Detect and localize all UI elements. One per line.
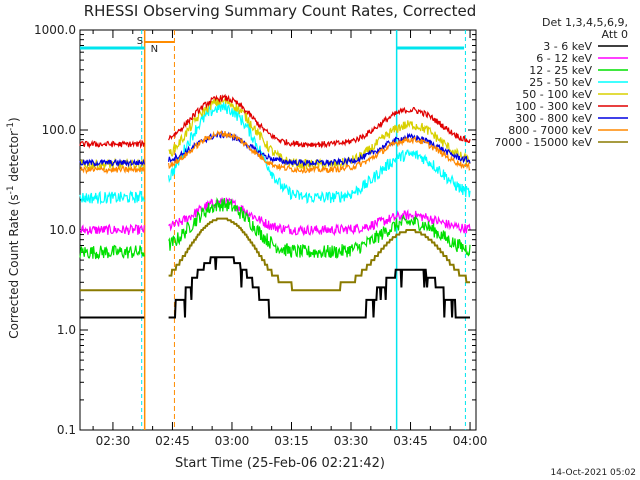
legend-label-2: 6 - 12 keV — [536, 52, 592, 65]
series-line-1 — [80, 256, 470, 319]
series-line-6 — [79, 93, 471, 149]
y-axis-label: Corrected Count Rate (s-1 detector-1) — [6, 117, 21, 338]
legend-header-line1: Det 1,3,4,5,6,9, — [542, 16, 628, 29]
y-tick-label: 1.0 — [57, 323, 76, 337]
series-line-8 — [79, 130, 471, 175]
legend-label-1: 3 - 6 keV — [543, 40, 592, 53]
night-marker: N — [151, 44, 158, 55]
series-line-4 — [79, 101, 471, 205]
legend-label-5: 50 - 100 keV — [522, 88, 592, 101]
y-tick-label: 1000.0 — [34, 23, 76, 37]
x-tick-label: 02:45 — [155, 434, 190, 448]
legend-label-4: 25 - 50 keV — [529, 76, 592, 89]
x-tick-label: 02:30 — [96, 434, 131, 448]
legend-label-6: 100 - 300 keV — [515, 100, 592, 113]
series-line-9 — [80, 217, 470, 292]
legend-label-9: 7000 - 15000 keV — [494, 136, 592, 149]
x-tick-label: 03:15 — [274, 434, 309, 448]
y-label-part1: Corrected Count Rate (s — [7, 194, 21, 338]
y-tick-label: 10.0 — [49, 223, 76, 237]
plot-area: 0.1 1.0 10.0 100.0 1000.0 02:30 02:45 03:00 03:1… — [34, 23, 487, 448]
y-label-sup2: -1 — [6, 122, 16, 131]
saa-marker: S — [137, 36, 143, 47]
y-tick-label: 0.1 — [57, 423, 76, 437]
series-line-3 — [79, 197, 471, 260]
y-tick-label: 100.0 — [42, 123, 76, 137]
footer-date: 14-Oct-2021 05:02 — [551, 468, 636, 478]
x-tick-label: 03:30 — [334, 434, 369, 448]
legend-label-7: 300 - 800 keV — [515, 112, 592, 125]
series-line-2 — [79, 197, 471, 237]
y-label-part2: detector — [7, 131, 21, 186]
y-label-part3: ) — [7, 117, 21, 122]
legend-header-line2: Att 0 — [602, 28, 628, 41]
x-tick-label: 03:45 — [393, 434, 428, 448]
x-tick-label: 03:00 — [215, 434, 250, 448]
legend-label-8: 800 - 7000 keV — [508, 124, 592, 137]
y-label-sup1: -1 — [6, 185, 16, 194]
legend-label-3: 12 - 25 keV — [529, 64, 592, 77]
x-tick-label: 04:00 — [453, 434, 488, 448]
x-axis-label: Start Time (25-Feb-06 02:21:42) — [175, 456, 385, 471]
chart-title: RHESSI Observing Summary Count Rates, Co… — [84, 2, 477, 20]
